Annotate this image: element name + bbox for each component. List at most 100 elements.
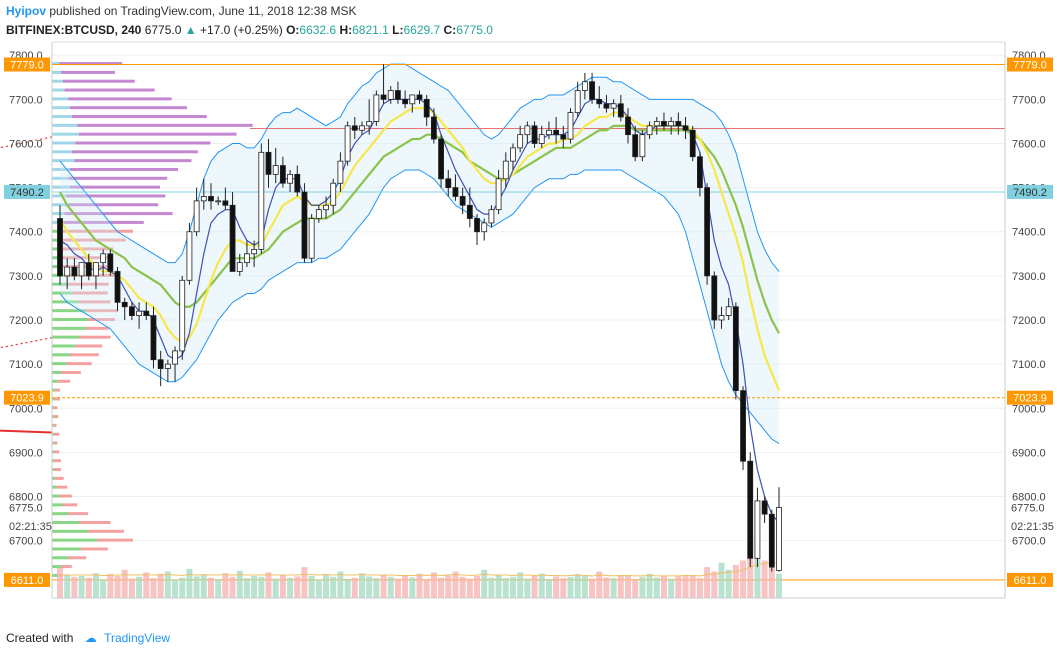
candle-body xyxy=(287,173,293,184)
volume-bar xyxy=(366,576,373,598)
right-y-tick-label: 7600.0 xyxy=(1012,138,1046,150)
price-change: +17.0 (+0.25%) xyxy=(199,23,283,37)
candle-body xyxy=(402,98,409,105)
volume-profile-down-bar xyxy=(75,344,103,348)
candle-body xyxy=(761,500,768,515)
candle-body xyxy=(208,196,214,202)
candle-body xyxy=(186,231,193,281)
volume-bar xyxy=(639,576,646,598)
volume-bar xyxy=(740,560,747,598)
bollinger-upper-line xyxy=(59,63,780,272)
candle-body xyxy=(740,390,746,462)
volume-bar xyxy=(128,578,135,598)
candle-body xyxy=(258,151,265,250)
candle-body xyxy=(301,191,308,259)
candle-body xyxy=(553,129,560,136)
candle-body xyxy=(236,262,243,272)
volume-profile-up-bar xyxy=(52,476,55,480)
volume-profile-down-bar xyxy=(88,529,124,533)
volume-profile-down-bar xyxy=(59,247,114,251)
candle-body xyxy=(85,262,92,277)
open-value: 6632.6 xyxy=(299,23,337,37)
volume-bar xyxy=(711,571,718,598)
volume-profile-up-bar xyxy=(52,185,70,189)
volume-bar xyxy=(682,575,689,598)
volume-bar xyxy=(696,578,703,598)
candle-body xyxy=(531,125,538,144)
candle-body xyxy=(193,200,200,233)
volume-profile-up-bar xyxy=(52,212,65,216)
volume-profile-down-bar xyxy=(62,503,78,507)
volume-bar xyxy=(718,562,725,598)
volume-profile-up-bar xyxy=(52,62,60,66)
right-price-badge xyxy=(1007,390,1053,405)
volume-profile-up-bar xyxy=(52,353,70,357)
right-price-badge-text: 7779.0 xyxy=(1013,60,1047,72)
candle-body xyxy=(438,138,444,180)
volume-profile-up-bar xyxy=(52,547,81,551)
volume-bar xyxy=(330,576,337,598)
volume-profile-up-bar xyxy=(52,556,69,560)
volume-bar xyxy=(704,567,711,598)
left-y-tick-label: 7100.0 xyxy=(9,359,43,371)
volume-profile-down-bar xyxy=(75,141,211,145)
left-y-tick-label: 7600.0 xyxy=(9,138,43,150)
volume-profile-up-bar xyxy=(52,406,54,410)
volume-bar xyxy=(323,574,330,598)
tradingview-brand[interactable]: TradingView xyxy=(104,631,171,645)
volume-profile-up-bar xyxy=(52,132,79,136)
volume-profile-down-bar xyxy=(97,538,133,542)
volume-bar xyxy=(531,575,538,598)
candle-body xyxy=(387,90,394,100)
left-y-tick-label: 7700.0 xyxy=(9,94,43,106)
candle-body xyxy=(57,218,63,277)
left-y-tick-label: 6800.0 xyxy=(9,492,43,504)
volume-profile-down-bar xyxy=(64,212,173,216)
volume-profile-down-bar xyxy=(61,370,81,374)
candle-body xyxy=(373,94,380,122)
left-price-badge-text: 7490.2 xyxy=(10,187,44,199)
volume-profile-down-bar xyxy=(53,415,59,419)
candle-body xyxy=(121,301,128,308)
symbol-header: BITFINEX:BTCUSD, 240 6775.0 ▲ +17.0 (+0.… xyxy=(6,23,493,37)
volume-bar xyxy=(459,576,466,598)
bollinger-lower-line xyxy=(59,169,780,444)
volume-profile-up-bar xyxy=(52,423,54,427)
candle-body xyxy=(754,500,761,559)
left-info-label: 6775.0 xyxy=(9,503,43,515)
volume-bar xyxy=(394,578,401,598)
volume-profile-down-bar xyxy=(53,450,60,454)
volume-profile-down-bar xyxy=(71,150,198,154)
left-y-tick-label: 7200.0 xyxy=(9,315,43,327)
volume-profile-down-bar xyxy=(68,512,88,516)
candle-body xyxy=(546,129,552,136)
volume-profile-up-bar xyxy=(52,326,87,330)
volume-profile-down-bar xyxy=(66,194,166,198)
right-y-tick-label: 7000.0 xyxy=(1012,403,1046,415)
volume-bar xyxy=(164,571,171,598)
volume-profile-up-bar xyxy=(52,459,54,463)
volume-profile-up-bar xyxy=(52,494,60,498)
left-price-badge-text: 6611.0 xyxy=(11,575,44,587)
volume-profile-down-bar xyxy=(79,300,111,304)
volume-profile-up-bar xyxy=(52,344,76,348)
left-y-tick-label: 7300.0 xyxy=(9,271,43,283)
candle-body xyxy=(344,125,351,162)
volume-profile-down-bar xyxy=(56,485,68,489)
candle-body xyxy=(423,98,430,118)
volume-profile-up-bar xyxy=(52,450,54,454)
candle-body xyxy=(172,350,178,365)
volume-profile-up-bar xyxy=(52,300,79,304)
candle-body xyxy=(294,173,301,193)
author-name[interactable]: Hyipov xyxy=(6,4,47,18)
volume-profile-up-bar xyxy=(52,485,57,489)
volume-bar xyxy=(768,567,775,598)
volume-profile-up-bar xyxy=(52,370,61,374)
candle-body xyxy=(581,81,588,91)
volume-bar xyxy=(646,573,653,598)
right-info-label: 6775.0 xyxy=(1011,503,1045,515)
volume-profile-down-bar xyxy=(59,62,123,66)
right-price-badge xyxy=(1007,184,1053,199)
volume-bar xyxy=(409,577,416,598)
